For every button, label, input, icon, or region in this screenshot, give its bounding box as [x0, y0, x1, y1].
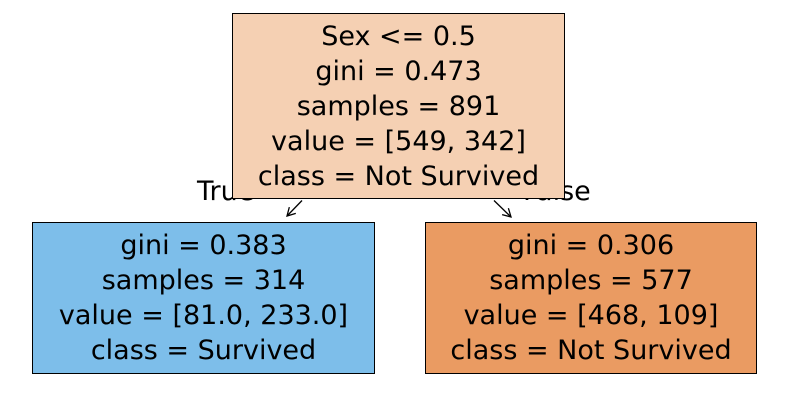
- right-gini: gini = 0.306: [507, 230, 675, 261]
- right-class: class = Not Survived: [450, 335, 732, 366]
- root-gini: gini = 0.473: [315, 55, 482, 87]
- right-leaf-node: gini = 0.306 samples = 577 value = [468,…: [425, 222, 757, 374]
- left-gini: gini = 0.383: [120, 230, 287, 261]
- root-samples: samples = 891: [296, 90, 501, 122]
- root-node: Sex <= 0.5 gini = 0.473 samples = 891 va…: [232, 13, 565, 199]
- edge-root-to-left-arrow: [286, 200, 303, 217]
- root-split-condition: Sex <= 0.5: [321, 20, 476, 52]
- root-value: value = [549, 342]: [271, 125, 526, 157]
- right-samples: samples = 577: [489, 265, 693, 296]
- left-class: class = Survived: [90, 335, 317, 366]
- edge-root-to-right-arrow: [493, 200, 512, 218]
- right-value: value = [468, 109]: [463, 300, 719, 331]
- left-leaf-node: gini = 0.383 samples = 314 value = [81.0…: [32, 222, 375, 374]
- left-value: value = [81.0, 233.0]: [58, 300, 349, 331]
- root-class: class = Not Survived: [257, 160, 540, 192]
- left-samples: samples = 314: [101, 265, 306, 296]
